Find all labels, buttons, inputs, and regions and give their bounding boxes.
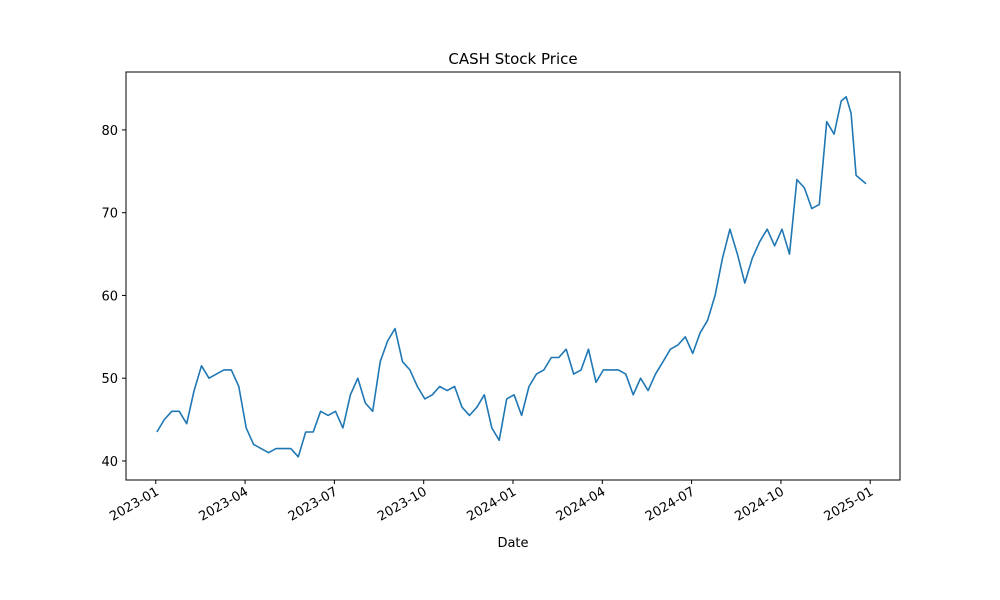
x-tick-label: 2023-07 xyxy=(286,484,341,524)
y-tick-label: 70 xyxy=(101,207,118,222)
chart-title: CASH Stock Price xyxy=(448,50,577,68)
x-tick-label: 2023-04 xyxy=(197,484,252,524)
y-tick-label: 60 xyxy=(101,289,118,304)
x-tick-label: 2024-01 xyxy=(464,484,519,524)
x-axis-label: Date xyxy=(497,536,528,551)
y-tick-label: 50 xyxy=(101,372,118,387)
x-tick-label: 2025-01 xyxy=(822,484,877,524)
x-tick-label: 2023-10 xyxy=(375,484,430,524)
y-tick-label: 40 xyxy=(101,455,118,470)
x-tick-label: 2024-04 xyxy=(554,484,609,524)
y-tick-label: 80 xyxy=(101,124,118,139)
x-tick-label: 2024-10 xyxy=(732,484,787,524)
x-tick-label: 2023-01 xyxy=(107,484,162,524)
plot-frame xyxy=(125,71,901,481)
price-line xyxy=(156,96,867,458)
x-tick-label: 2024-07 xyxy=(643,484,698,524)
